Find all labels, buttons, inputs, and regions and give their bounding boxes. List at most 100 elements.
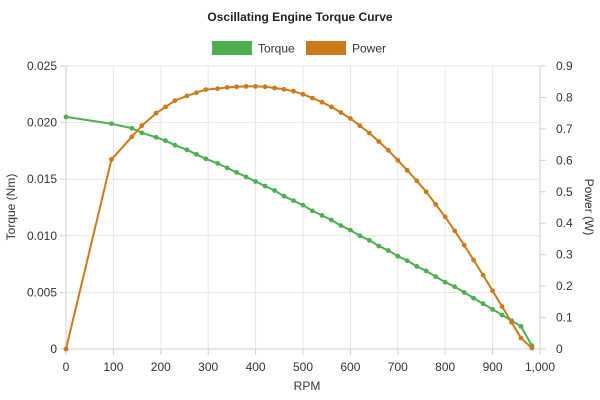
point-torque[interactable]	[109, 121, 114, 127]
point-power[interactable]	[329, 104, 334, 110]
point-power[interactable]	[367, 130, 372, 136]
point-torque[interactable]	[452, 284, 458, 290]
point-power[interactable]	[385, 147, 391, 153]
point-torque[interactable]	[385, 248, 391, 253]
point-torque[interactable]	[310, 208, 315, 214]
legend-swatch-power[interactable]	[306, 41, 346, 55]
point-power[interactable]	[442, 214, 448, 220]
point-torque[interactable]	[63, 114, 69, 120]
point-power[interactable]	[253, 84, 258, 89]
y-axis-right-ticks: 0 0.1 0.2 0.3 0.4 0.5 0.6 0.7 0.8 0.9	[540, 59, 573, 356]
point-power[interactable]	[376, 139, 382, 144]
point-torque[interactable]	[194, 151, 199, 157]
point-torque[interactable]	[442, 279, 448, 285]
point-power[interactable]	[357, 123, 363, 129]
point-torque[interactable]	[357, 233, 363, 239]
point-power[interactable]	[139, 123, 145, 129]
point-torque[interactable]	[281, 193, 287, 199]
point-torque[interactable]	[291, 198, 296, 204]
point-power[interactable]	[281, 86, 287, 92]
legend-label-torque[interactable]: Torque	[258, 42, 295, 56]
point-torque[interactable]	[414, 264, 420, 269]
point-torque[interactable]	[184, 147, 190, 153]
point-power[interactable]	[215, 86, 221, 91]
y-left-tick-label: 0.005	[27, 285, 57, 299]
point-torque[interactable]	[376, 243, 382, 249]
point-torque[interactable]	[272, 188, 277, 193]
point-power[interactable]	[203, 87, 209, 92]
legend-label-power[interactable]: Power	[352, 42, 386, 56]
point-power[interactable]	[63, 346, 69, 352]
point-power[interactable]	[291, 88, 296, 94]
point-torque[interactable]	[253, 179, 258, 184]
point-torque[interactable]	[243, 174, 249, 180]
point-power[interactable]	[224, 85, 230, 90]
legend-swatch-torque[interactable]	[212, 41, 252, 55]
point-power[interactable]	[338, 110, 344, 115]
y-axis-left-title: Torque (Nm)	[4, 174, 18, 241]
point-torque[interactable]	[471, 295, 476, 301]
point-power[interactable]	[518, 335, 524, 341]
point-torque[interactable]	[338, 223, 344, 229]
series-layer	[63, 84, 535, 352]
point-power[interactable]	[319, 99, 325, 105]
point-torque[interactable]	[348, 227, 353, 233]
point-torque[interactable]	[224, 165, 230, 171]
point-power[interactable]	[153, 110, 159, 116]
point-torque[interactable]	[404, 258, 410, 264]
point-power[interactable]	[194, 90, 199, 96]
point-power[interactable]	[129, 134, 135, 140]
point-power[interactable]	[461, 242, 467, 248]
point-torque[interactable]	[461, 290, 467, 295]
point-torque[interactable]	[262, 183, 268, 189]
point-power[interactable]	[109, 157, 114, 162]
point-torque[interactable]	[329, 217, 334, 223]
point-torque[interactable]	[203, 156, 209, 162]
point-torque[interactable]	[319, 213, 325, 218]
point-power[interactable]	[423, 189, 429, 195]
point-torque[interactable]	[300, 202, 306, 208]
point-power[interactable]	[184, 93, 190, 99]
point-torque[interactable]	[139, 130, 145, 136]
point-power[interactable]	[163, 104, 168, 110]
point-power[interactable]	[395, 157, 401, 163]
point-power[interactable]	[262, 84, 268, 90]
point-power[interactable]	[272, 85, 277, 91]
point-torque[interactable]	[423, 268, 429, 274]
point-power[interactable]	[404, 168, 410, 173]
point-power[interactable]	[480, 272, 486, 278]
point-power[interactable]	[243, 84, 249, 89]
point-power[interactable]	[234, 84, 240, 90]
y-right-tick-label: 0.2	[556, 279, 573, 293]
point-power[interactable]	[471, 257, 476, 263]
point-power[interactable]	[433, 202, 439, 207]
point-power[interactable]	[529, 345, 535, 351]
point-power[interactable]	[300, 91, 306, 97]
point-torque[interactable]	[129, 125, 135, 131]
y-right-tick-label: 0.5	[556, 185, 573, 199]
point-torque[interactable]	[153, 134, 159, 140]
x-tick-label: 800	[435, 360, 455, 374]
point-power[interactable]	[499, 304, 505, 309]
point-torque[interactable]	[395, 253, 401, 259]
point-torque[interactable]	[480, 301, 486, 307]
point-torque[interactable]	[367, 237, 372, 243]
y-axis-left-ticks: 0 0.005 0.010 0.015 0.020 0.025	[27, 59, 66, 356]
point-power[interactable]	[509, 319, 514, 325]
point-torque[interactable]	[163, 138, 168, 144]
point-power[interactable]	[490, 288, 495, 294]
point-power[interactable]	[172, 98, 178, 103]
point-power[interactable]	[348, 116, 353, 121]
point-torque[interactable]	[433, 274, 439, 279]
point-torque[interactable]	[518, 324, 524, 329]
point-torque[interactable]	[234, 170, 240, 175]
point-power[interactable]	[414, 178, 420, 184]
point-power[interactable]	[310, 95, 315, 101]
point-torque[interactable]	[215, 161, 221, 166]
point-power[interactable]	[452, 228, 458, 234]
point-torque[interactable]	[490, 307, 495, 312]
point-torque[interactable]	[499, 312, 505, 318]
gridlines	[65, 65, 541, 350]
y-right-tick-label: 0.4	[556, 216, 573, 230]
point-torque[interactable]	[172, 142, 178, 148]
